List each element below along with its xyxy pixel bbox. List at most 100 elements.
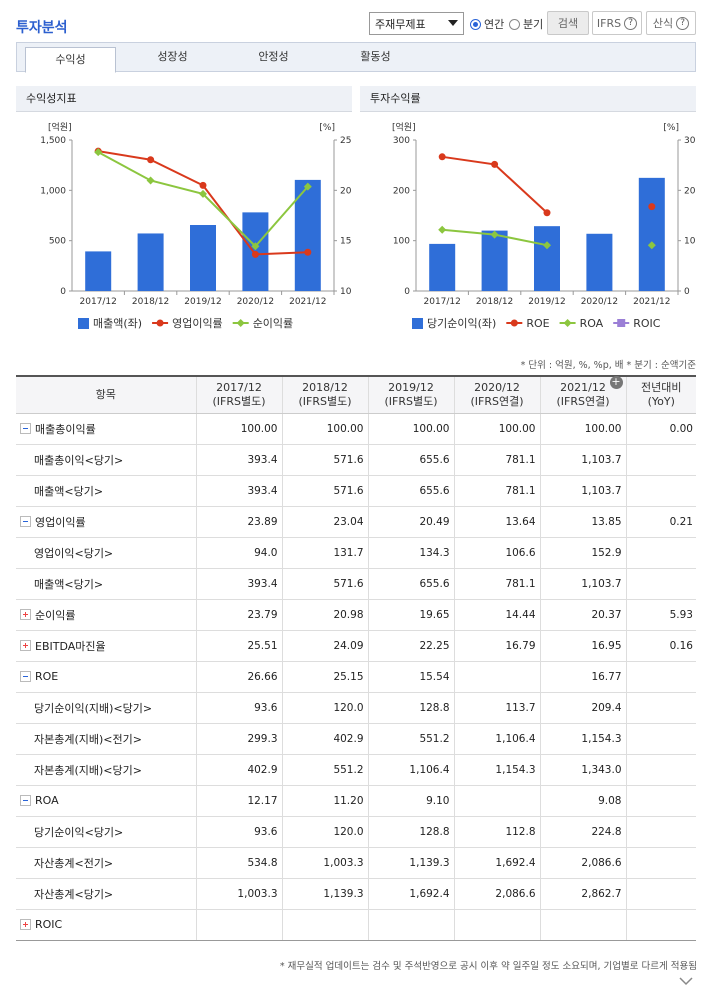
row-label: EBITDA마진율: [35, 639, 106, 653]
line-point[interactable]: [251, 242, 260, 251]
row-label-cell[interactable]: ROA: [16, 785, 196, 817]
value-cell: 14.44: [453, 599, 540, 631]
statement-select[interactable]: 주재무제표: [369, 12, 464, 35]
question-icon: ?: [624, 16, 638, 30]
bar[interactable]: [429, 243, 456, 291]
line-point[interactable]: [543, 209, 551, 217]
radio-quarter[interactable]: 분기: [509, 16, 543, 32]
bar[interactable]: [294, 179, 321, 291]
row-label: 자본총계(지배)<전기>: [34, 732, 142, 746]
line-point[interactable]: [438, 153, 446, 161]
row-label-cell[interactable]: ROIC: [16, 909, 196, 941]
yoy-cell: [625, 785, 696, 817]
header-label: 전년대비: [641, 380, 682, 394]
x-tick-label: 2017/12: [80, 297, 117, 307]
ifrs-help-button[interactable]: IFRS ?: [592, 11, 642, 35]
y-left-tick: 1,500: [40, 136, 66, 146]
line-point[interactable]: [199, 189, 207, 198]
row-label-cell[interactable]: ROE: [16, 661, 196, 693]
plus-circle-icon[interactable]: +: [609, 375, 623, 389]
value-cell: 393.4: [195, 444, 282, 476]
legend-swatch: [510, 319, 518, 327]
line-point[interactable]: [303, 182, 312, 191]
radio-annual[interactable]: 연간: [470, 16, 504, 32]
line-point[interactable]: [94, 148, 103, 157]
value-cell: 781.1: [453, 444, 540, 476]
bar[interactable]: [85, 251, 112, 291]
y-left-tick: 0: [60, 287, 66, 297]
row-label-cell[interactable]: 영업이익률: [16, 506, 196, 538]
value-cell: 781.1: [453, 475, 540, 507]
bar[interactable]: [481, 230, 508, 291]
expand-icon[interactable]: [20, 609, 31, 620]
question-icon: ?: [676, 16, 690, 30]
line-point[interactable]: [251, 250, 259, 258]
line-point[interactable]: [304, 248, 312, 256]
value-cell: 1,103.7: [539, 568, 626, 600]
collapse-icon[interactable]: [20, 516, 31, 527]
bar[interactable]: [137, 233, 164, 291]
y-left-tick: 500: [49, 237, 66, 247]
y-right-tick: 20: [684, 186, 696, 196]
search-button[interactable]: 검색: [547, 11, 589, 35]
table-row: ROA 12.17 11.20 9.10 9.08: [16, 785, 696, 817]
row-label: 순이익률: [35, 608, 76, 622]
value-cell: 93.6: [195, 816, 282, 848]
tab-stability[interactable]: 안정성: [258, 50, 289, 63]
value-cell: 571.6: [281, 475, 368, 507]
collapse-icon[interactable]: [20, 794, 31, 806]
yoy-cell: 0.21: [625, 506, 696, 538]
bar[interactable]: [586, 233, 613, 291]
value-cell: [195, 909, 282, 941]
expand-icon[interactable]: [20, 640, 31, 651]
legend-label: ROA: [580, 317, 604, 330]
x-tick-label: 2019/12: [528, 297, 565, 307]
bar[interactable]: [638, 177, 665, 291]
expand-icon[interactable]: [20, 918, 31, 930]
line-point[interactable]: [647, 241, 656, 250]
line-point[interactable]: [648, 203, 656, 211]
line-point[interactable]: [199, 181, 207, 189]
row-label: ROE: [35, 670, 59, 683]
legend-swatch: [156, 319, 164, 327]
value-cell: 26.66: [195, 661, 282, 693]
value-cell: 1,003.3: [195, 878, 282, 910]
line-point[interactable]: [146, 176, 155, 185]
statement-select-value: 주재무제표: [375, 18, 426, 31]
header-sublabel: (IFRS연결): [470, 394, 524, 408]
header-sublabel: (IFRS별도): [298, 394, 352, 408]
line-point[interactable]: [490, 230, 499, 239]
value-cell: 20.98: [281, 599, 368, 631]
value-cell: 1,003.3: [281, 847, 368, 879]
collapse-icon[interactable]: [20, 423, 31, 434]
legend-label: 매출액(좌): [93, 317, 142, 330]
line-point[interactable]: [438, 225, 447, 234]
value-cell: 16.77: [539, 661, 626, 693]
row-label-cell[interactable]: 순이익률: [16, 599, 196, 631]
collapse-icon[interactable]: [20, 670, 31, 682]
bar[interactable]: [534, 226, 560, 291]
table-row: 순이익률 23.79 20.98 19.65 14.44 20.37 5.93: [16, 599, 696, 631]
row-label-cell[interactable]: 매출총이익률: [16, 413, 196, 445]
panel-title: 투자수익률: [360, 86, 696, 112]
row-label-cell[interactable]: EBITDA마진율: [16, 630, 196, 662]
formula-label: 산식: [652, 17, 674, 30]
yoy-cell: 0.16: [625, 630, 696, 662]
table-row: 매출액<당기> 393.4 571.6 655.6 781.1 1,103.7: [16, 568, 696, 600]
formula-help-button[interactable]: 산식 ?: [646, 11, 696, 35]
value-cell: 106.6: [453, 537, 540, 569]
line-point[interactable]: [491, 160, 499, 168]
line-point[interactable]: [543, 241, 551, 250]
tab-activity[interactable]: 활동성: [360, 50, 391, 63]
line-point[interactable]: [147, 156, 155, 164]
table-row: 자본총계(지배)<당기> 402.9 551.2 1,106.4 1,154.3 1,34…: [16, 754, 696, 786]
row-label-cell: 영업이익<당기>: [16, 537, 196, 569]
y-right-tick: 10: [340, 287, 352, 297]
bar[interactable]: [190, 225, 216, 291]
value-cell: 100.00: [453, 413, 540, 445]
tab-profitability[interactable]: 수익성: [25, 47, 116, 73]
tab-growth[interactable]: 성장성: [157, 50, 188, 63]
row-label-cell: 자본총계(지배)<당기>: [16, 754, 196, 786]
value-cell: 134.3: [367, 537, 454, 569]
chevron-down-icon[interactable]: [679, 974, 693, 988]
